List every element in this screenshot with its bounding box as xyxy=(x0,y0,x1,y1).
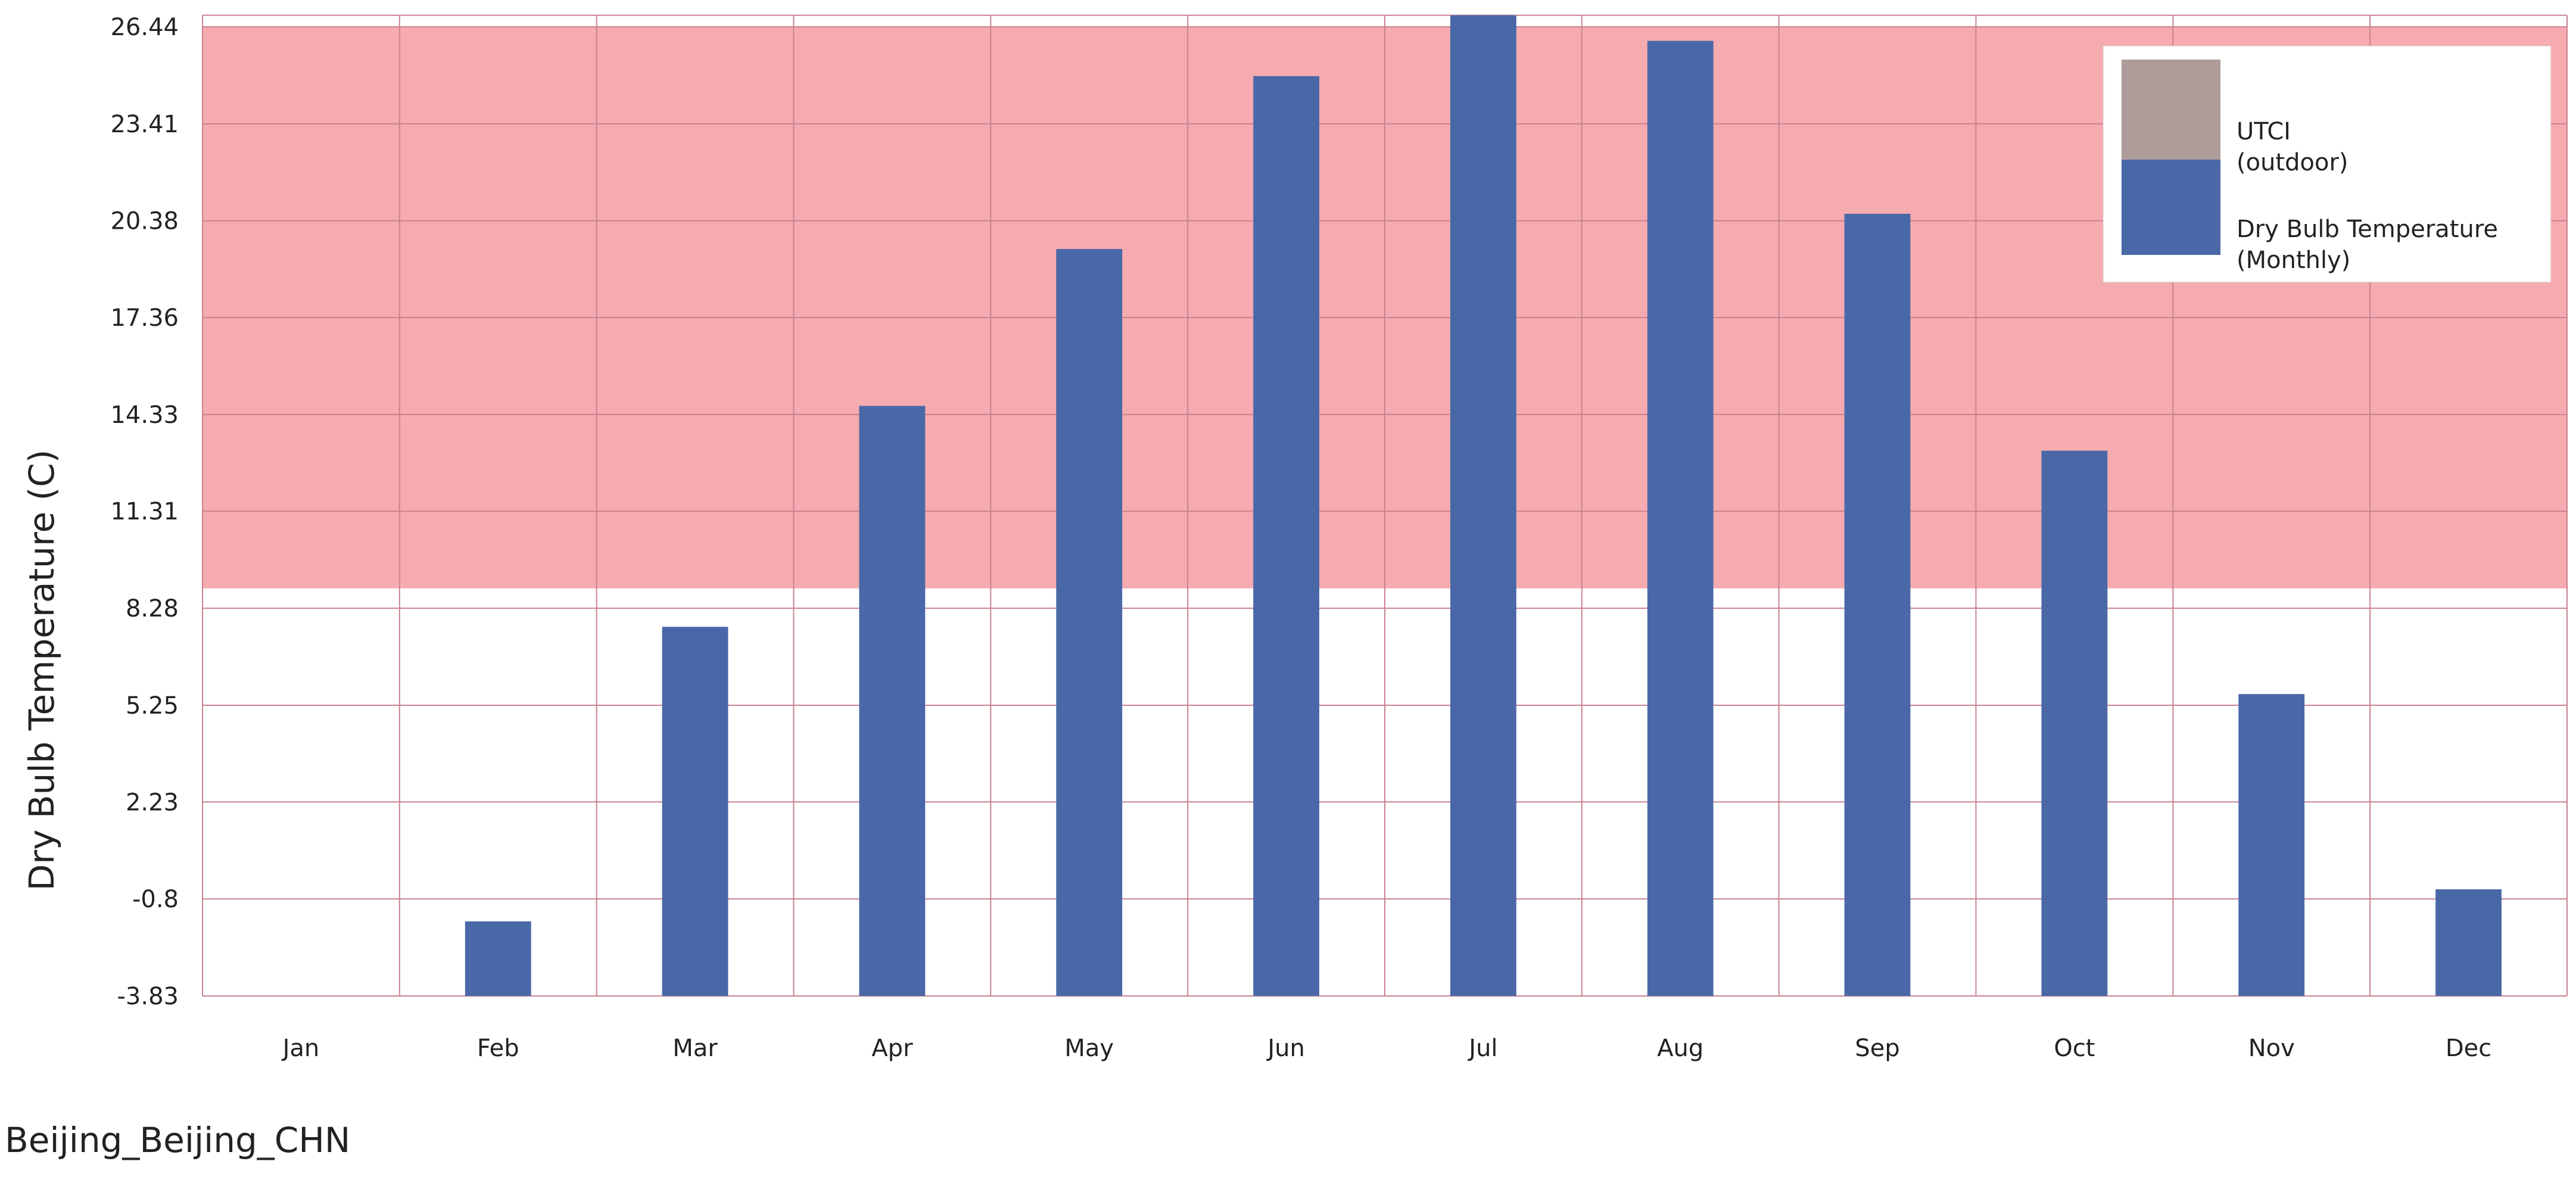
x-tick-label-mar: Mar xyxy=(672,1035,718,1062)
legend-swatch-utci xyxy=(2122,60,2220,160)
y-tick-label: 20.38 xyxy=(110,208,179,235)
x-tick-label-nov: Nov xyxy=(2248,1035,2295,1062)
y-tick-label: 17.36 xyxy=(110,304,179,332)
y-tick-label: 23.41 xyxy=(110,111,179,138)
legend: UTCI (outdoor) Dry Bulb Temperature (Mon… xyxy=(2103,46,2551,282)
legend-swatch-dry-bulb xyxy=(2122,160,2220,255)
y-tick-label: 5.25 xyxy=(126,692,179,720)
legend-label-utci-line2: (outdoor) xyxy=(2237,149,2348,176)
y-tick-label: -3.83 xyxy=(117,983,179,1010)
location-label: Beijing_Beijing_CHN xyxy=(5,1120,351,1160)
y-axis-label: Dry Bulb Temperature (C) xyxy=(21,450,62,891)
y-tick-labels: 26.44 23.41 20.38 17.36 14.33 11.31 8.28 5.25 2.… xyxy=(110,14,179,1010)
bar-nov xyxy=(2238,694,2305,996)
x-tick-label-feb: Feb xyxy=(477,1035,519,1062)
bar-layer xyxy=(465,15,2502,997)
x-tick-label-may: May xyxy=(1064,1035,1114,1062)
y-tick-label: 26.44 xyxy=(110,14,179,41)
grid-layer xyxy=(202,14,2568,997)
x-tick-label-jun: Jun xyxy=(1266,1035,1305,1062)
y-tick-label: 11.31 xyxy=(110,498,179,525)
bar-jun xyxy=(1253,76,1319,996)
bar-mar xyxy=(662,627,728,996)
legend-label-utci-line1: UTCI xyxy=(2237,118,2291,145)
x-tick-label-aug: Aug xyxy=(1657,1035,1703,1062)
bar-dec xyxy=(2435,889,2502,996)
bar-may xyxy=(1056,249,1123,997)
x-tick-label-apr: Apr xyxy=(871,1035,913,1062)
y-tick-label: 2.23 xyxy=(126,789,179,816)
x-tick-label-jul: Jul xyxy=(1467,1035,1497,1062)
bar-sep xyxy=(1844,213,1911,996)
bar-apr xyxy=(859,406,926,996)
y-tick-label: 8.28 xyxy=(126,595,179,622)
x-tick-label-dec: Dec xyxy=(2446,1035,2491,1062)
bar-jul xyxy=(1450,15,1516,997)
x-tick-labels: Jan Feb Mar Apr May Jun Jul Aug Sep Oct Nov Dec xyxy=(281,1035,2492,1062)
bar-feb xyxy=(465,921,531,996)
bar-oct xyxy=(2041,450,2108,996)
y-tick-label: -0.8 xyxy=(132,886,179,913)
legend-label-dry-bulb-line2: (Monthly) xyxy=(2237,247,2350,274)
x-tick-label-sep: Sep xyxy=(1855,1035,1899,1062)
bar-aug xyxy=(1647,41,1714,997)
legend-label-dry-bulb-line1: Dry Bulb Temperature xyxy=(2237,216,2498,243)
x-tick-label-jan: Jan xyxy=(281,1035,320,1062)
y-tick-label: 14.33 xyxy=(110,401,179,429)
x-tick-label-oct: Oct xyxy=(2054,1035,2095,1062)
